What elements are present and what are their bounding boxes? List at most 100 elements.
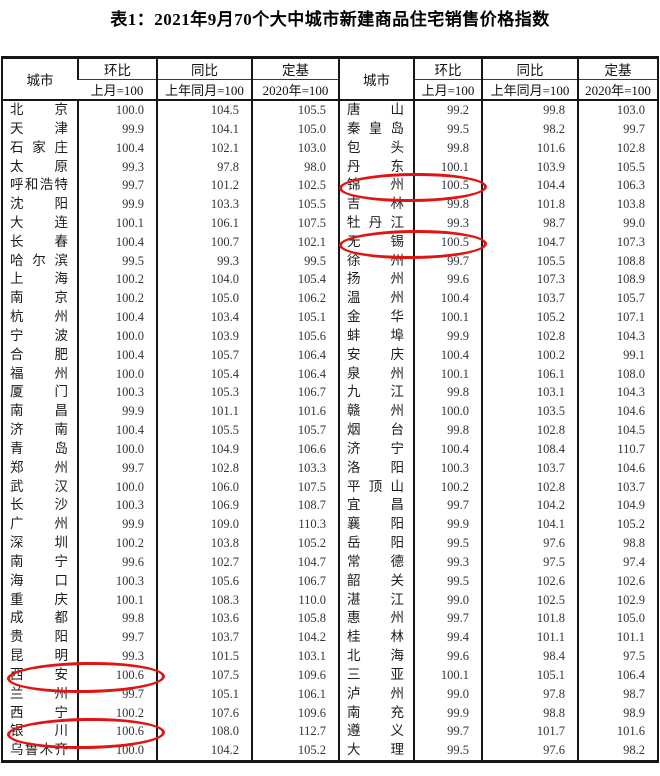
yoy-value: 105.1	[156, 684, 252, 704]
yoy-value: 107.5	[156, 665, 252, 685]
mom-value: 100.1	[77, 213, 157, 233]
yoy-value: 104.9	[156, 439, 252, 459]
table-row: 兰州 99.7 105.1 106.1 泸州 99.0 97.8 98.7	[2, 684, 658, 704]
yoy-value: 103.8	[156, 534, 252, 553]
mom-value: 99.9	[413, 326, 482, 346]
mom-value: 100.0	[77, 364, 157, 384]
mom-value: 100.4	[77, 232, 157, 252]
city-name: 重庆	[10, 591, 68, 607]
mom-value: 99.5	[413, 571, 482, 591]
city-name: 沈阳	[10, 196, 68, 212]
city-name: 平顶山	[338, 477, 414, 497]
header-mom-right: 环比	[413, 57, 482, 80]
yoy-value: 107.6	[156, 703, 252, 723]
city-name: 惠州	[338, 609, 414, 629]
mom-value: 100.6	[77, 722, 157, 742]
yoy-value: 106.0	[156, 477, 252, 497]
city-name: 三亚	[338, 665, 414, 685]
table-title: 表1：2021年9月70个大中城市新建商品住宅销售价格指数	[110, 10, 550, 29]
mom-value: 100.4	[77, 308, 157, 327]
table-row: 福州 100.0 105.4 106.4 泉州 100.1 106.1 108.0	[2, 364, 658, 384]
yoy-value: 102.8	[481, 326, 578, 346]
mom-value: 99.4	[413, 628, 482, 648]
table-row: 乌鲁木齐 100.0 104.2 105.2 大理 99.5 97.6 98.2	[2, 741, 658, 762]
yoy-value: 104.2	[481, 496, 578, 516]
table-row: 成都 99.8 103.6 105.8 惠州 99.7 101.8 105.0	[2, 609, 658, 629]
mom-value: 99.3	[413, 213, 482, 233]
fixed-base-value: 102.8	[577, 138, 658, 158]
table-row: 太原 99.3 97.8 98.0 丹东 100.1 103.9 105.5	[2, 157, 658, 177]
table-row: 海口 100.3 105.6 106.7 韶关 99.5 102.6 102.6	[2, 571, 658, 591]
yoy-value: 101.7	[481, 722, 578, 742]
city-name: 西安	[2, 660, 166, 694]
header-yoy-left: 同比	[156, 57, 252, 80]
mom-value: 100.1	[413, 308, 482, 327]
city-name: 郑州	[10, 459, 68, 475]
yoy-value: 106.1	[481, 364, 578, 384]
yoy-value: 105.4	[156, 364, 252, 384]
city-name: 哈尔滨	[10, 252, 68, 268]
fixed-base-value: 109.6	[251, 703, 339, 723]
header-city-left: 城市	[2, 57, 78, 100]
yoy-value: 103.6	[156, 609, 252, 629]
city-name: 烟台	[338, 421, 414, 440]
fixed-base-value: 103.0	[577, 100, 658, 120]
city-name: 丹东	[338, 157, 414, 177]
fixed-base-value: 104.7	[251, 552, 339, 572]
fixed-base-value: 98.8	[577, 534, 658, 553]
mom-value: 99.7	[77, 684, 157, 704]
fixed-base-value: 105.2	[251, 741, 339, 762]
city-name: 韶关	[338, 571, 414, 591]
fixed-base-value: 106.4	[251, 345, 339, 365]
document-page: 表1：2021年9月70个大中城市新建商品住宅销售价格指数 城市 环比 同比 定…	[0, 9, 660, 776]
yoy-value: 104.7	[481, 232, 578, 252]
mom-value: 100.2	[77, 703, 157, 723]
fixed-base-value: 106.4	[251, 364, 339, 384]
city-name: 长春	[10, 233, 68, 249]
city-name: 吉林	[338, 195, 414, 214]
city-name: 泉州	[338, 364, 414, 384]
table-row: 长春 100.4 100.7 102.1 无锡 100.5 104.7 107.3	[2, 229, 658, 260]
mom-value: 99.0	[413, 684, 482, 704]
city-name: 襄阳	[338, 515, 414, 535]
table-row: 哈尔滨 99.5 99.3 99.5 徐州 99.7 105.5 108.8	[2, 251, 658, 271]
yoy-value: 104.5	[156, 100, 252, 120]
city-name: 青岛	[10, 440, 68, 456]
table-row: 西安 100.6 107.5 109.6 三亚 100.1 105.1 106.4	[2, 660, 658, 694]
fixed-base-value: 112.7	[251, 722, 339, 742]
fixed-base-value: 102.9	[577, 590, 658, 610]
city-name: 岳阳	[338, 534, 414, 553]
fixed-base-value: 105.5	[577, 157, 658, 177]
yoy-value: 100.7	[156, 232, 252, 252]
mom-value: 100.2	[77, 289, 157, 309]
yoy-value: 104.1	[156, 119, 252, 139]
yoy-value: 97.8	[156, 157, 252, 177]
mom-value: 99.6	[413, 647, 482, 666]
table-row: 昆明 99.3 101.5 103.1 北海 99.6 98.4 97.5	[2, 647, 658, 666]
yoy-value: 107.3	[481, 270, 578, 290]
yoy-value: 108.0	[156, 722, 252, 742]
fixed-base-value: 108.7	[251, 496, 339, 516]
city-name: 深圳	[10, 535, 68, 551]
yoy-value: 99.3	[156, 251, 252, 271]
city-name: 天津	[10, 120, 68, 136]
fixed-base-value: 101.1	[577, 628, 658, 648]
yoy-value: 102.5	[481, 590, 578, 610]
yoy-value: 97.6	[481, 741, 578, 762]
table-row: 石家庄 100.4 102.1 103.0 包头 99.8 101.6 102.8	[2, 138, 658, 158]
mom-value: 100.0	[77, 439, 157, 459]
fixed-base-value: 99.0	[577, 213, 658, 233]
table-row: 长沙 100.3 106.9 108.7 宜昌 99.7 104.2 104.9	[2, 496, 658, 516]
mom-value: 100.5	[413, 232, 482, 252]
mom-value: 99.5	[413, 741, 482, 762]
mom-value: 99.7	[413, 609, 482, 629]
mom-value: 100.4	[413, 289, 482, 309]
mom-value: 100.1	[413, 364, 482, 384]
mom-value: 99.9	[413, 703, 482, 723]
header-yoy-base-left: 上年同月=100	[156, 79, 252, 100]
mom-value: 100.1	[77, 590, 157, 610]
fixed-base-value: 104.5	[577, 421, 658, 440]
mom-value: 99.9	[77, 402, 157, 422]
yoy-value: 102.1	[156, 138, 252, 158]
fixed-base-value: 105.8	[251, 609, 339, 629]
